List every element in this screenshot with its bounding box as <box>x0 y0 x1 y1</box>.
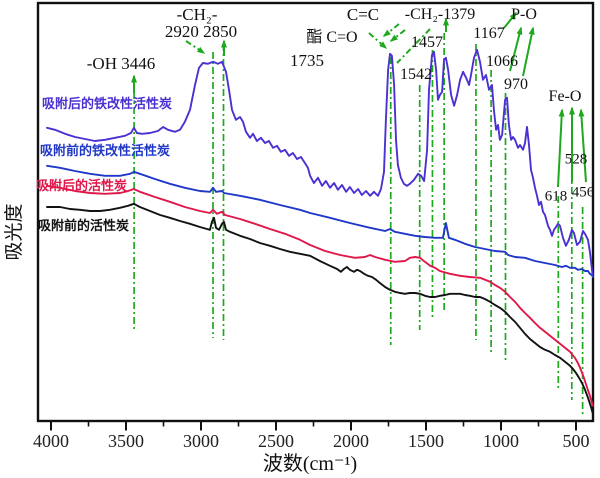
x-tick-label: 2000 <box>333 431 369 451</box>
annotation-label: 618 <box>545 188 568 204</box>
annotation-arrow <box>509 26 523 72</box>
annotation-label: 1066 <box>486 53 518 70</box>
annotation-label: -OH 3446 <box>87 54 155 73</box>
annotation-label: 酯 C=O <box>306 28 357 46</box>
x-axis-title: 波数(cm⁻¹) <box>263 452 357 475</box>
x-tick-label: 3000 <box>183 431 219 451</box>
annotation-arrow <box>578 108 587 183</box>
series-label-fe-after: 吸附后的铁改性活性炭 <box>42 96 172 111</box>
annotation-label: 528 <box>565 151 588 167</box>
annotation-label: 1457 <box>411 34 443 51</box>
annotation-label: -CH₂- <box>177 5 218 24</box>
y-axis-title: 吸光度 <box>3 203 25 260</box>
annotation-label: 2920 2850 <box>165 22 237 41</box>
annotation-arrow <box>185 40 206 54</box>
annotation-arrow <box>382 23 400 37</box>
x-axis-ticks: 4000 3500 3000 2500 2000 1500 1000 500 <box>33 421 590 451</box>
annotation-labels: -OH 3446 -CH₂-2920 2850 酯 C=O 1735 C=C 1542 14… <box>87 5 595 204</box>
x-tick-label: 3500 <box>108 431 144 451</box>
spectrum-curve-0 <box>46 48 594 278</box>
annotation-arrow <box>557 108 565 188</box>
series-label-fe-before: 吸附前的铁改性活性炭 <box>40 143 170 158</box>
x-tick-label: 4000 <box>33 431 69 451</box>
annotation-arrow <box>503 11 517 29</box>
annotation-label: 456 <box>572 184 595 200</box>
annotation-label: P-O <box>511 6 537 23</box>
spectrum-curve-1 <box>46 164 594 277</box>
spectra-curves <box>46 48 594 415</box>
x-tick-label: 500 <box>563 431 590 451</box>
series-label-ac-after: 吸附后的活性炭 <box>36 178 127 193</box>
annotation-label: Fe-O <box>549 88 582 105</box>
annotation-label: C=C <box>347 5 379 24</box>
annotation-label: 970 <box>504 76 528 93</box>
annotation-label: 1735 <box>290 51 324 70</box>
spectrum-curve-2 <box>46 184 594 407</box>
annotation-label: 1167 <box>473 25 504 42</box>
spectrum-curve-3 <box>46 202 594 415</box>
series-label-ac-before: 吸附前的活性炭 <box>38 218 129 233</box>
annotation-arrow <box>389 29 406 42</box>
plot-border <box>36 1 595 423</box>
annotation-connector-line <box>396 28 431 64</box>
annotation-arrows <box>131 11 587 188</box>
x-tick-label: 1000 <box>483 431 519 451</box>
annotation-label: -CH₂-1379 <box>405 6 475 23</box>
x-tick-label: 2500 <box>258 431 294 451</box>
annotation-arrow <box>368 32 388 49</box>
x-tick-label: 1500 <box>408 431 444 451</box>
annotation-arrow <box>522 26 535 77</box>
annotation-label: 1542 <box>400 66 432 83</box>
